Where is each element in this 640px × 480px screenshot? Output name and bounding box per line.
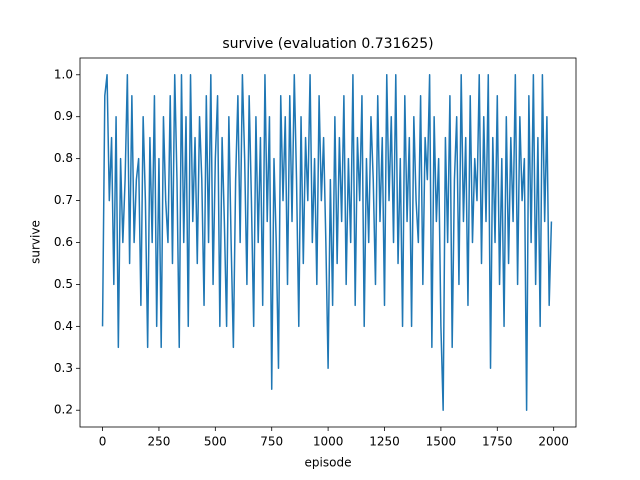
x-tick-label: 0 (99, 435, 107, 449)
y-tick-label: 0.9 (54, 109, 73, 123)
x-tick-label: 500 (204, 435, 227, 449)
plot-frame (79, 57, 577, 428)
y-axis-label: survive (29, 220, 43, 264)
y-tick-label: 1.0 (54, 67, 73, 81)
x-axis-label: episode (305, 456, 352, 470)
y-tick-label: 0.2 (54, 403, 73, 417)
y-tick-label: 0.3 (54, 361, 73, 375)
x-tick-label: 1750 (482, 435, 513, 449)
data-line (101, 74, 553, 411)
chart-title: survive (evaluation 0.731625) (222, 36, 433, 52)
y-tick-label: 0.4 (54, 319, 73, 333)
x-tick-label: 1250 (369, 435, 400, 449)
y-tick-label: 0.8 (54, 151, 73, 165)
x-tick-label: 1500 (426, 435, 457, 449)
y-tick-label: 0.5 (54, 277, 73, 291)
x-tick-label: 1000 (313, 435, 344, 449)
x-tick-label: 250 (147, 435, 170, 449)
y-tick-label: 0.7 (54, 193, 73, 207)
y-tick-label: 0.6 (54, 235, 73, 249)
x-tick-label: 750 (260, 435, 283, 449)
x-tick-label: 2000 (538, 435, 569, 449)
